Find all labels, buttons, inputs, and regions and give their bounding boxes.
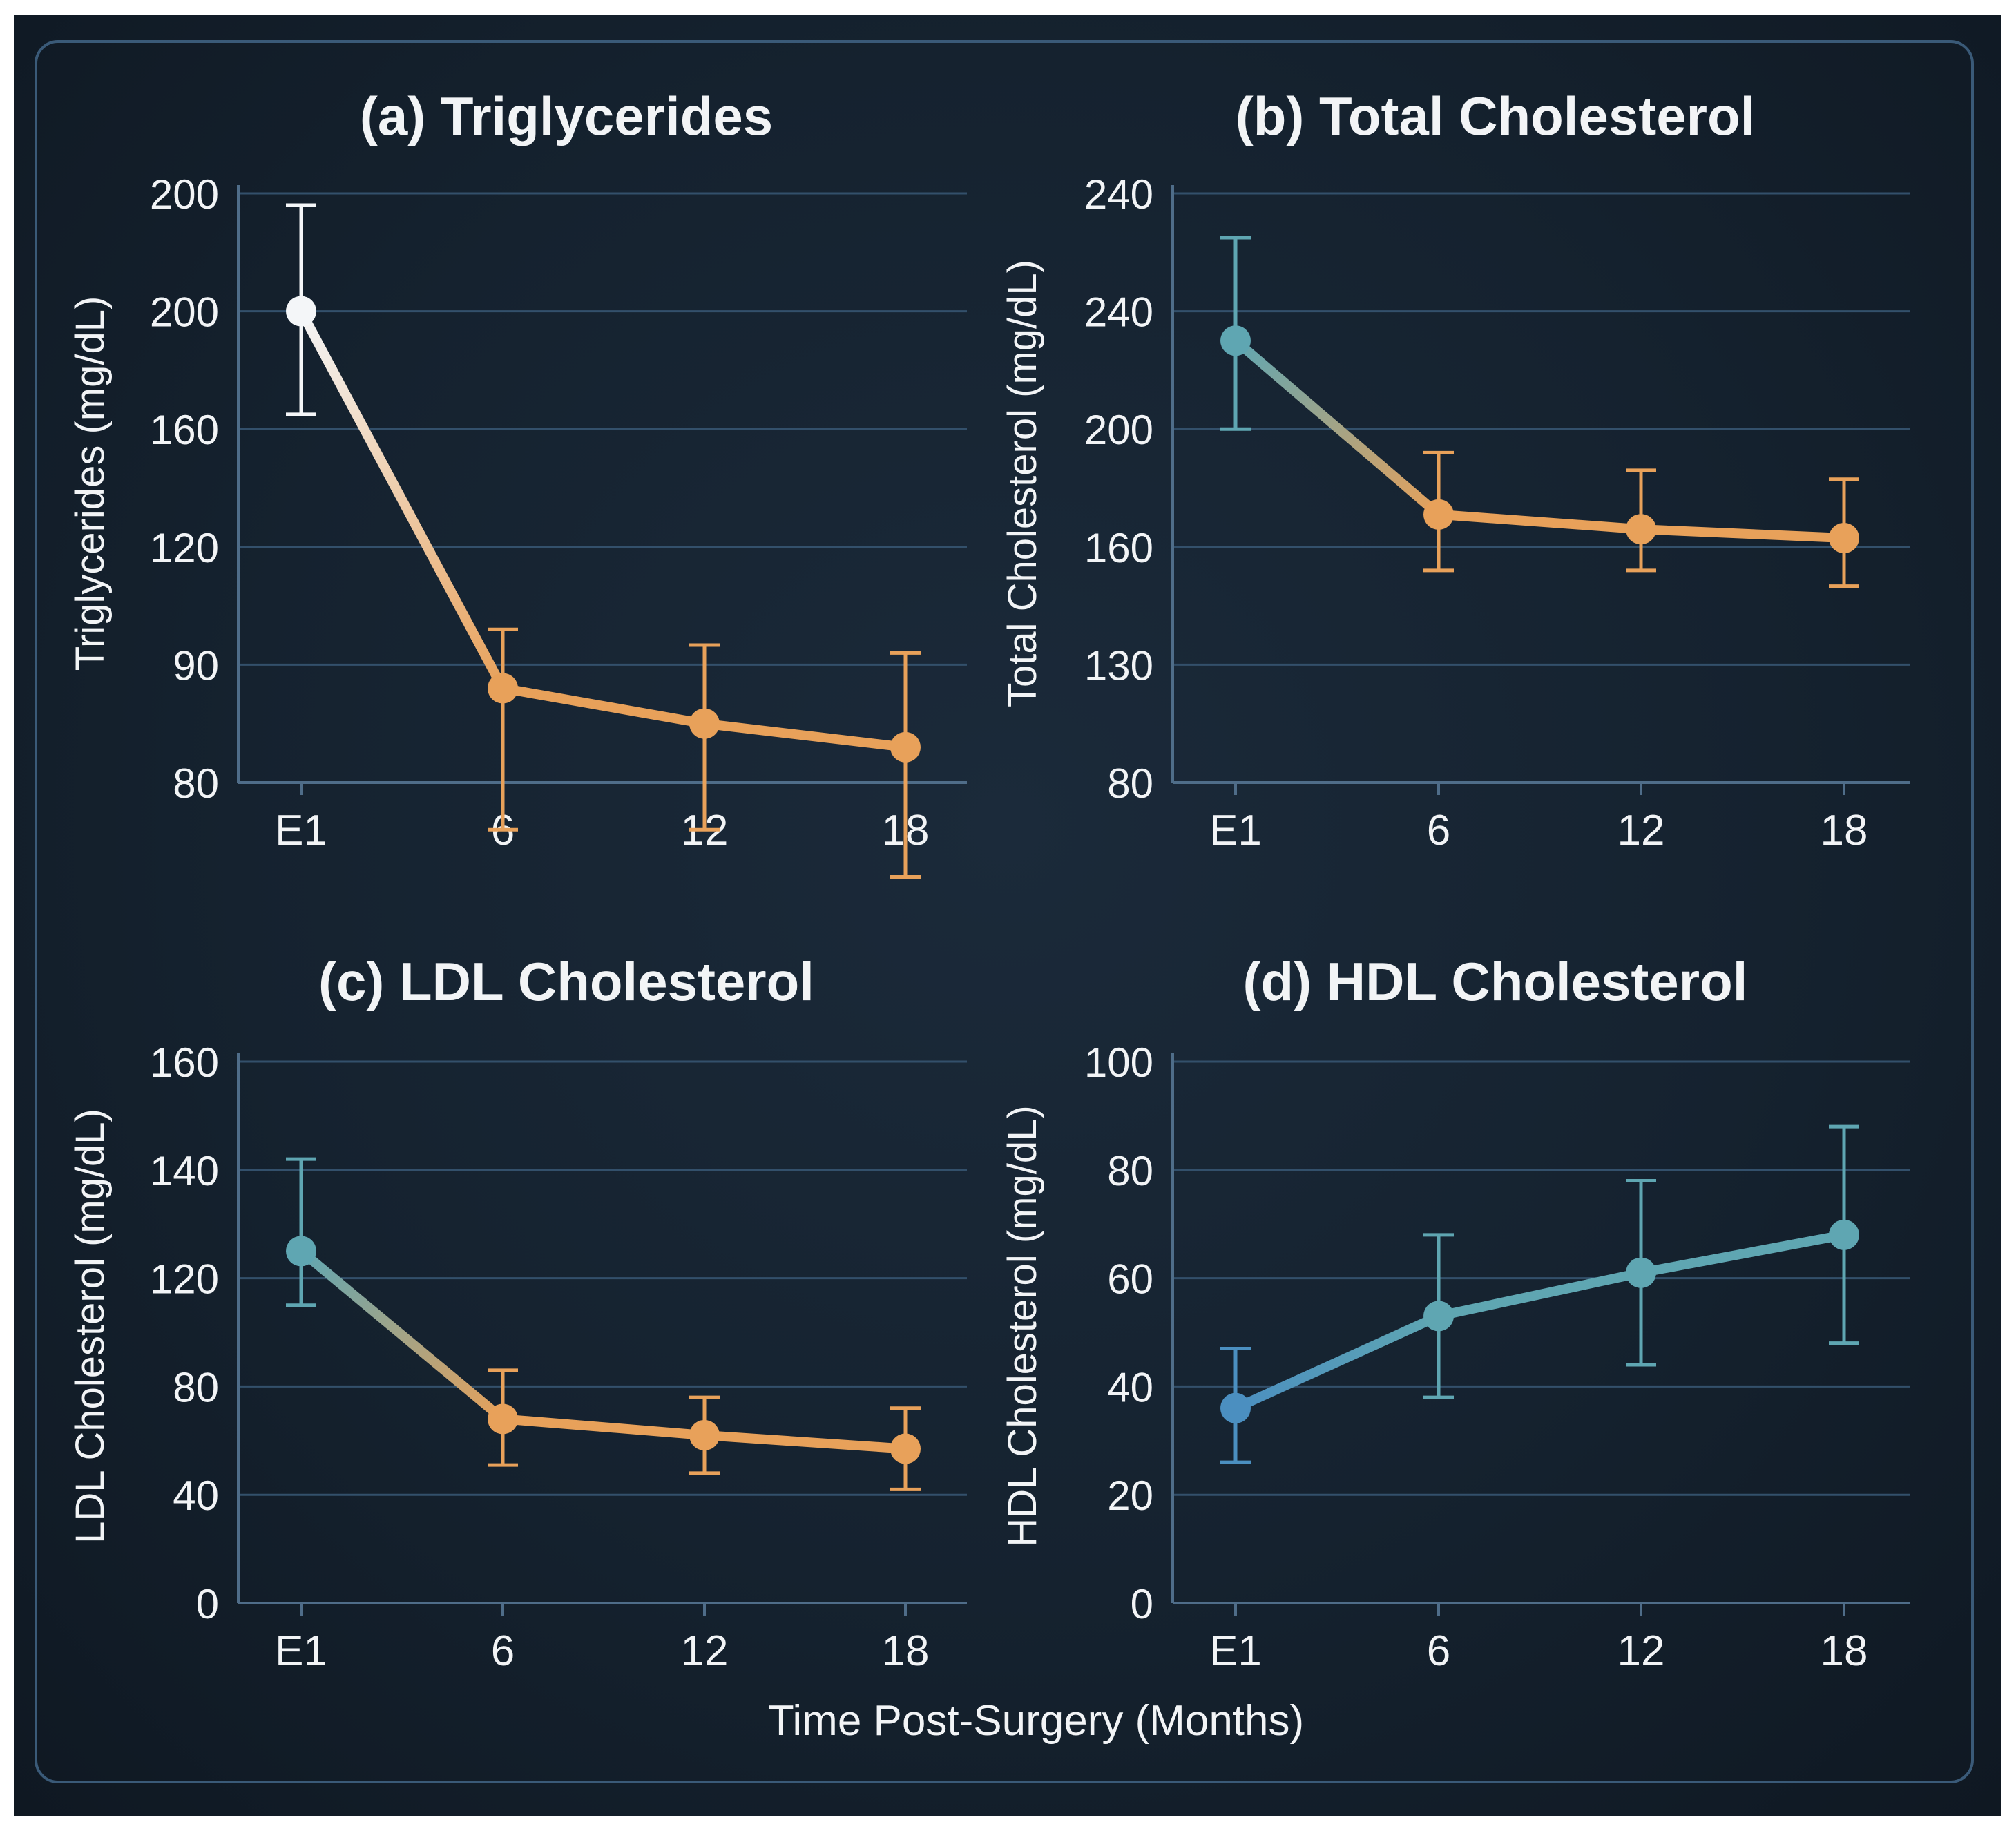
y-tick-label: 80 (1107, 1148, 1153, 1194)
y-axis-label: Total Cholesterol (mg/dL) (1000, 260, 1045, 707)
y-tick-label: 20 (1107, 1473, 1153, 1519)
error-bar (890, 651, 921, 879)
data-point (890, 1433, 921, 1464)
series-line-segment (1434, 509, 1646, 535)
figure-frame (35, 40, 1974, 1783)
x-tick-label: 12 (681, 1627, 729, 1675)
data-point (689, 708, 720, 739)
x-tick-label: 6 (491, 1627, 515, 1675)
chart-d: (d) HDL Cholesterol HDL Cholesterol (mg/d… (1000, 951, 1910, 1675)
y-tick-label: 200 (150, 289, 219, 336)
data-point (1626, 1257, 1656, 1288)
x-tick-label: 18 (1821, 807, 1868, 854)
y-tick-label: 120 (150, 525, 219, 571)
data-point (1423, 1301, 1454, 1332)
y-axis-label: HDL Cholesterol (mg/dL) (1000, 1105, 1045, 1546)
chart-title: (d) HDL Cholesterol (1243, 951, 1748, 1012)
y-tick-label: 80 (173, 1364, 219, 1410)
data-point (286, 296, 316, 327)
series-line-segment (296, 306, 508, 693)
x-tick-label: E1 (1209, 1627, 1262, 1675)
x-tick-label: 12 (1617, 1627, 1665, 1675)
y-tick-label: 160 (150, 1039, 219, 1086)
series-line-segment (700, 1430, 910, 1454)
x-axis-title: Time Post-Surgery (Months) (768, 1697, 1304, 1745)
series-line-segment (1636, 524, 1849, 544)
x-tick-label: 18 (1821, 1627, 1868, 1675)
series-line-segment (1231, 336, 1443, 519)
x-tick-label: E1 (1209, 807, 1262, 854)
x-tick-label: 18 (882, 1627, 930, 1675)
y-tick-label: 120 (150, 1256, 219, 1303)
data-point (1829, 1219, 1859, 1250)
x-tick-label: 6 (1427, 807, 1450, 854)
x-tick-label: E1 (275, 1627, 327, 1675)
y-axis-label: Triglycerides (mg/dL) (68, 296, 113, 671)
data-point (286, 1236, 316, 1267)
chart-title: (c) LDL Cholesterol (318, 951, 814, 1012)
data-point (1829, 523, 1859, 554)
chart-title: (a) Triglycerides (360, 86, 773, 146)
chart-c: (c) LDL Cholesterol LDL Cholesterol (mg/d… (68, 951, 967, 1675)
x-tick-label: 6 (1427, 1627, 1450, 1675)
y-tick-label: 0 (196, 1581, 219, 1627)
y-tick-label: 0 (1131, 1581, 1153, 1627)
y-tick-label: 40 (173, 1473, 219, 1519)
series-line-segment (498, 683, 709, 729)
x-tick-label: E1 (275, 807, 327, 854)
chart-a: (a) Triglycerides Triglycerides (mg/dL) 80… (68, 86, 967, 879)
y-tick-label: 90 (173, 642, 219, 689)
series-line-segment (1434, 1267, 1646, 1321)
y-tick-label: 200 (1084, 407, 1153, 453)
data-point (488, 673, 518, 704)
y-tick-label: 130 (1084, 642, 1153, 689)
data-point (689, 1419, 720, 1450)
y-tick-label: 240 (1084, 289, 1153, 336)
series-line-segment (1636, 1229, 1849, 1278)
y-tick-label: 160 (1084, 525, 1153, 571)
series-line-segment (498, 1414, 709, 1440)
data-point (1220, 325, 1251, 356)
figure-panel (14, 15, 2001, 1816)
y-tick-label: 80 (1107, 760, 1153, 807)
y-tick-label: 200 (150, 171, 219, 218)
y-tick-label: 40 (1107, 1364, 1153, 1410)
chart-title: (b) Total Cholesterol (1236, 86, 1756, 146)
y-axis-label: LDL Cholesterol (mg/dL) (68, 1109, 113, 1544)
x-tick-label: 12 (1617, 807, 1665, 854)
y-tick-label: 240 (1084, 171, 1153, 218)
data-point (1423, 499, 1454, 530)
data-point (1626, 514, 1656, 545)
y-tick-label: 140 (150, 1148, 219, 1194)
series-line-segment (700, 718, 910, 752)
error-bar (488, 627, 518, 832)
y-tick-label: 80 (173, 760, 219, 807)
y-tick-label: 160 (150, 407, 219, 453)
error-bar (286, 1157, 316, 1307)
series-line-segment (296, 1246, 508, 1424)
chart-b: (b) Total Cholesterol Total Cholesterol (… (1000, 86, 1910, 854)
data-point (890, 731, 921, 763)
data-point (1220, 1392, 1251, 1423)
series-line-segment (1231, 1311, 1443, 1413)
data-point (488, 1403, 518, 1435)
y-tick-label: 100 (1084, 1039, 1153, 1086)
y-tick-label: 60 (1107, 1256, 1153, 1303)
